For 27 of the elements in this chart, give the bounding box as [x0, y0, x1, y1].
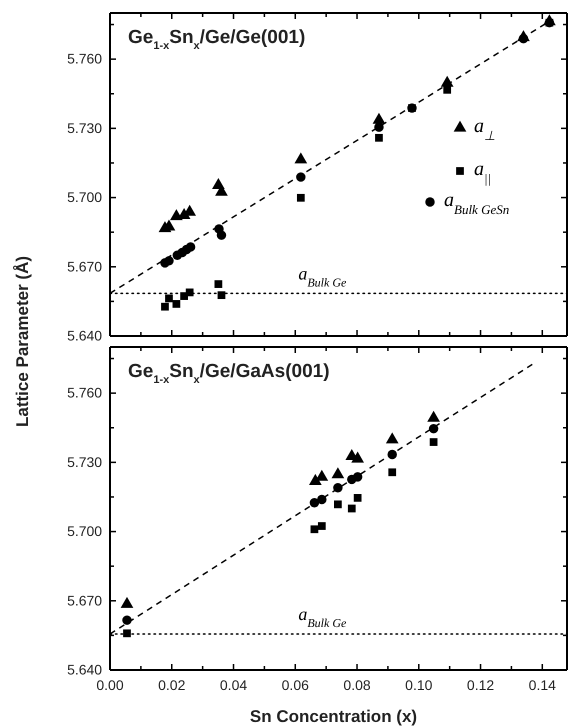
x-axis-title: Sn Concentration (x) [250, 707, 418, 726]
y-tick-label: 5.730 [67, 454, 102, 470]
y-tick-label: 5.700 [67, 189, 102, 206]
y-tick-label: 5.760 [67, 384, 102, 401]
legend-label: a$_{⊥}$ [474, 115, 495, 142]
text: Ge$_{1-x}$Sn$_{x}$/Ge/Ge(001) [128, 27, 306, 52]
text: Ge$_{1-x}$Sn$_{x}$/Ge/GaAs(001) [128, 361, 330, 386]
ref-line-label: a$_{Bulk Ge}$ [298, 263, 348, 290]
y-tick-label: 5.670 [67, 258, 102, 274]
legend-label: a$_{Bulk GeSn}$ [444, 189, 510, 216]
legend-label: a$_{||}$ [474, 158, 492, 186]
ref-line-label: a$_{Bulk Ge}$ [298, 604, 348, 630]
y-tick-label: 5.700 [67, 523, 102, 540]
x-tick-label: 0.02 [158, 676, 186, 693]
y-tick-label: 5.640 [67, 661, 102, 678]
y-tick-label: 5.760 [67, 50, 102, 67]
x-tick-label: 0.04 [220, 676, 248, 693]
y-tick-label: 5.640 [67, 327, 102, 344]
x-tick-label: 0.08 [343, 676, 371, 693]
y-axis-title: Lattice Parameter (Å) [13, 256, 32, 428]
x-tick-label: 0.00 [96, 676, 124, 693]
x-tick-label: 0.14 [528, 676, 556, 693]
x-tick-label: 0.12 [466, 676, 494, 693]
x-tick-label: 0.10 [405, 676, 433, 693]
x-tick-label: 0.06 [282, 676, 310, 693]
y-tick-label: 5.730 [67, 120, 102, 136]
y-tick-label: 5.670 [67, 592, 102, 608]
